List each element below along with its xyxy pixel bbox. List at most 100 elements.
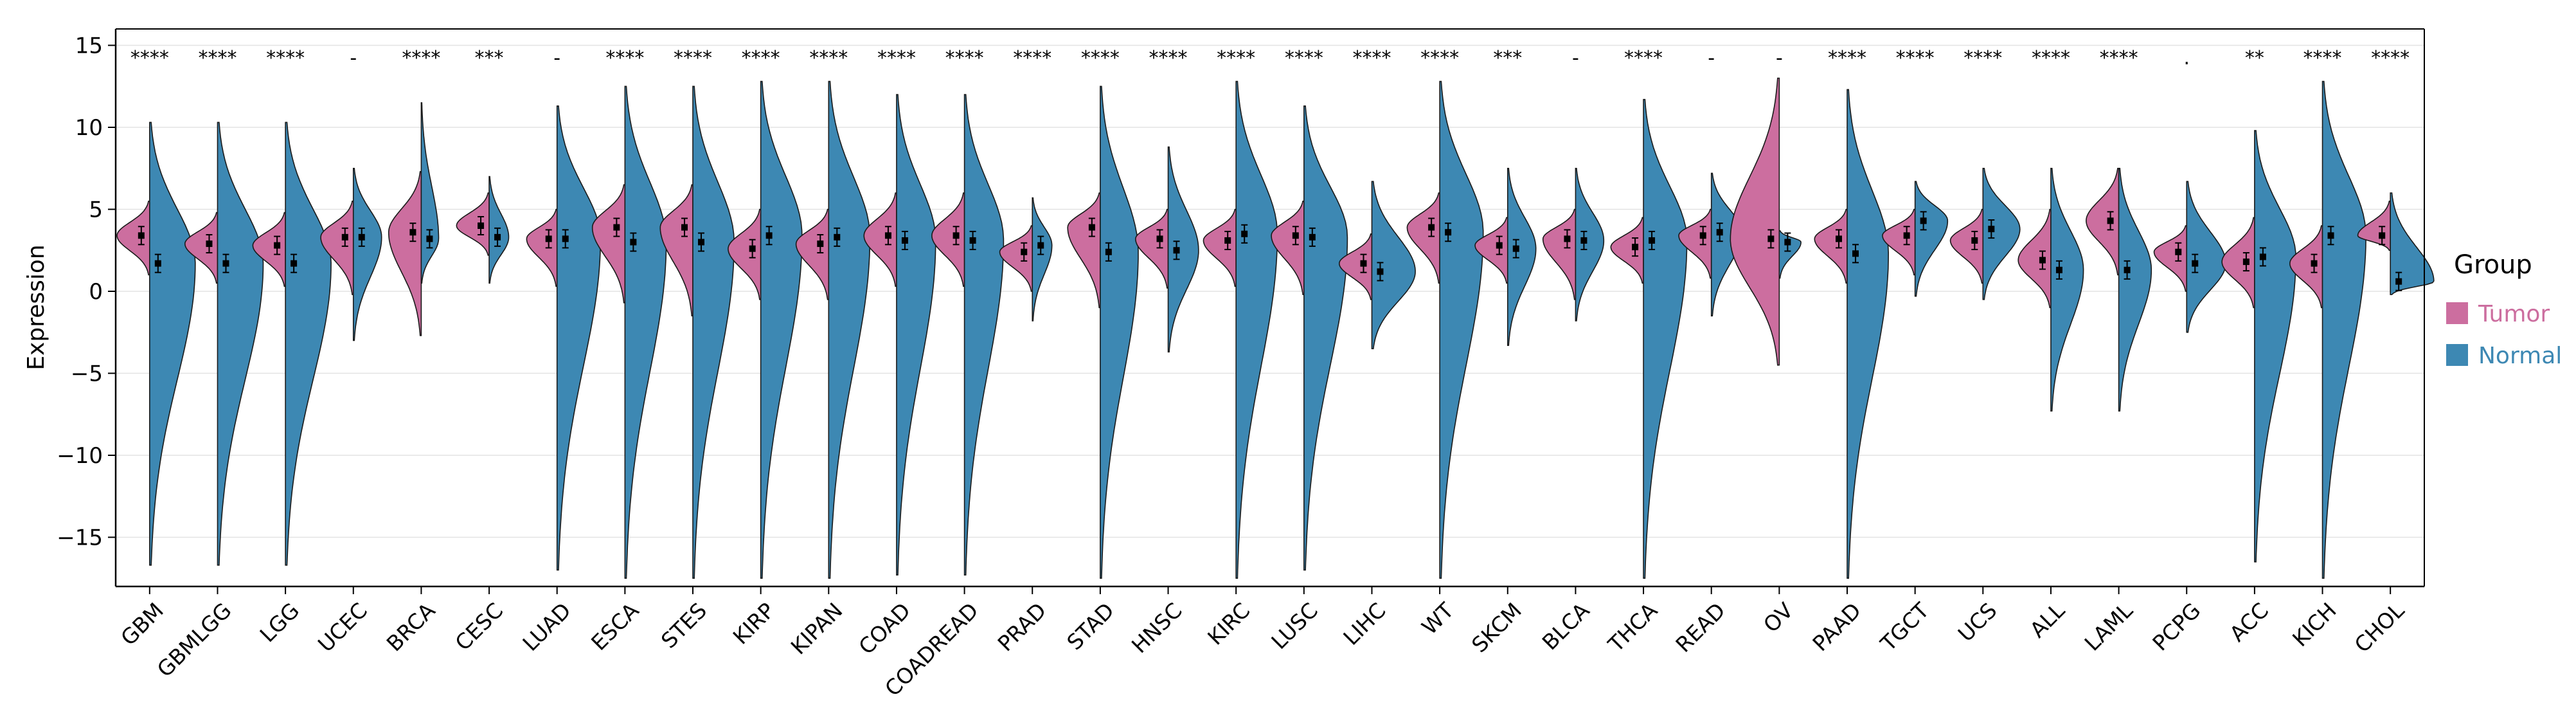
significance-label: ** [2245,47,2264,69]
violin-tumor-cesc [456,192,490,256]
tumor-skcm-mean-point [1496,242,1503,249]
violin-normal-stad [1100,86,1139,579]
normal-tgct-mean-point [1920,217,1927,224]
violin-tumor-kirp [728,208,762,300]
significance-label: **** [809,47,848,69]
violin-normal-lihc [1371,181,1416,350]
legend-swatch-normal [2446,344,2468,366]
legend-label-normal: Normal [2478,343,2562,369]
violin-tumor-ucec [320,200,354,295]
y-tick-label: 10 [75,115,103,141]
significance-label: **** [877,47,916,69]
normal-esca-mean-point [630,239,637,246]
normal-paad-mean-point [1852,250,1859,257]
significance-labels: **** **** **** - **** *** - **** **** **** **** ***… [130,47,2410,69]
normal-hnsc-mean-point [1173,247,1180,254]
violin-normal-stes [692,86,735,579]
violin-normal-lgg [285,122,332,566]
y-tick-label: −10 [57,443,103,469]
significance-label: **** [2032,47,2070,69]
violin-normal-skcm [1507,167,1537,346]
tumor-kich-mean-point [2311,260,2318,267]
tumor-tgct-mean-point [1903,232,1910,239]
significance-label: **** [1828,47,1866,69]
violin-tumor-wt [1406,192,1440,284]
violin-tumor-gbmlgg [184,212,219,284]
normal-kipan-mean-point [834,233,841,241]
significance-label: **** [402,47,440,69]
violin-tumor-prad [999,225,1033,292]
tumor-kirp-mean-point [749,245,756,252]
violins [116,77,2435,579]
significance-label: **** [945,47,984,69]
tumor-gbmlgg-mean-point [206,241,213,248]
violin-normal-cesc [488,176,510,284]
violin-normal-prad [1032,197,1053,322]
legend-label-tumor: Tumor [2478,301,2550,327]
violin-normal-acc [2254,130,2296,563]
tumor-pcpg-mean-point [2175,248,2182,255]
violin-normal-coadread [963,94,1005,576]
tumor-wt-mean-point [1428,224,1435,231]
significance-label: **** [198,47,237,69]
significance-label: . [2183,47,2190,69]
tumor-coadread-mean-point [953,232,960,239]
grid-lines [116,44,2424,538]
violin-tumor-tgct [1882,208,1916,276]
significance-label: **** [130,47,169,69]
normal-luad-mean-point [562,235,569,242]
tumor-lusc-mean-point [1292,232,1299,239]
normal-ucec-mean-point [358,233,365,241]
tumor-ov-mean-point [1767,235,1775,242]
normal-read-mean-point [1716,229,1723,236]
normal-lihc-mean-point [1377,268,1384,275]
tumor-hnsc-mean-point [1156,235,1163,242]
significance-label: - [350,47,357,69]
significance-label: **** [1420,47,1459,69]
y-ticks: −15 −10 −5 0 5 10 15 [57,33,116,551]
significance-label: **** [742,47,780,69]
normal-ov-mean-point [1784,239,1791,246]
violin-normal-coad [896,94,936,576]
significance-label: *** [1493,47,1522,69]
violin-normal-wt [1439,80,1484,579]
significance-label: **** [1963,47,2002,69]
violin-tumor-stes [659,184,693,317]
significance-label: - [1708,47,1715,69]
tumor-laml-mean-point [2107,217,2114,224]
normal-acc-mean-point [2259,253,2266,260]
violin-tumor-skcm [1474,217,1508,284]
y-tick-label: 15 [75,33,103,59]
tumor-brca-mean-point [409,229,416,236]
violin-normal-paad [1847,89,1890,579]
significance-label: *** [475,47,504,69]
tumor-kipan-mean-point [817,241,824,248]
tumor-stad-mean-point [1088,224,1095,231]
significance-label: **** [2303,47,2342,69]
normal-cesc-mean-point [494,233,501,241]
tumor-gbm-mean-point [138,232,145,239]
violin-normal-kirc [1235,80,1278,579]
violin-tumor-kipan [795,208,830,300]
tumor-paad-mean-point [1836,235,1842,242]
violin-normal-all [2050,167,2084,412]
normal-stes-mean-point [698,239,704,246]
normal-prad-mean-point [1037,242,1044,249]
normal-lusc-mean-point [1309,233,1316,241]
violin-tumor-thca [1610,217,1644,284]
y-tick-label: 5 [89,197,103,223]
significance-label: **** [1149,47,1188,69]
normal-all-mean-point [2055,266,2062,273]
tumor-all-mean-point [2039,257,2046,264]
violin-normal-ucs [1982,167,2021,300]
tumor-coad-mean-point [884,232,891,239]
violin-normal-kipan [828,80,871,579]
violin-tumor-esca [591,184,626,304]
normal-lgg-mean-point [291,260,298,267]
significance-label: **** [2100,47,2138,69]
significance-label: **** [1285,47,1323,69]
significance-label: **** [1624,47,1663,69]
tumor-esca-mean-point [613,224,620,231]
